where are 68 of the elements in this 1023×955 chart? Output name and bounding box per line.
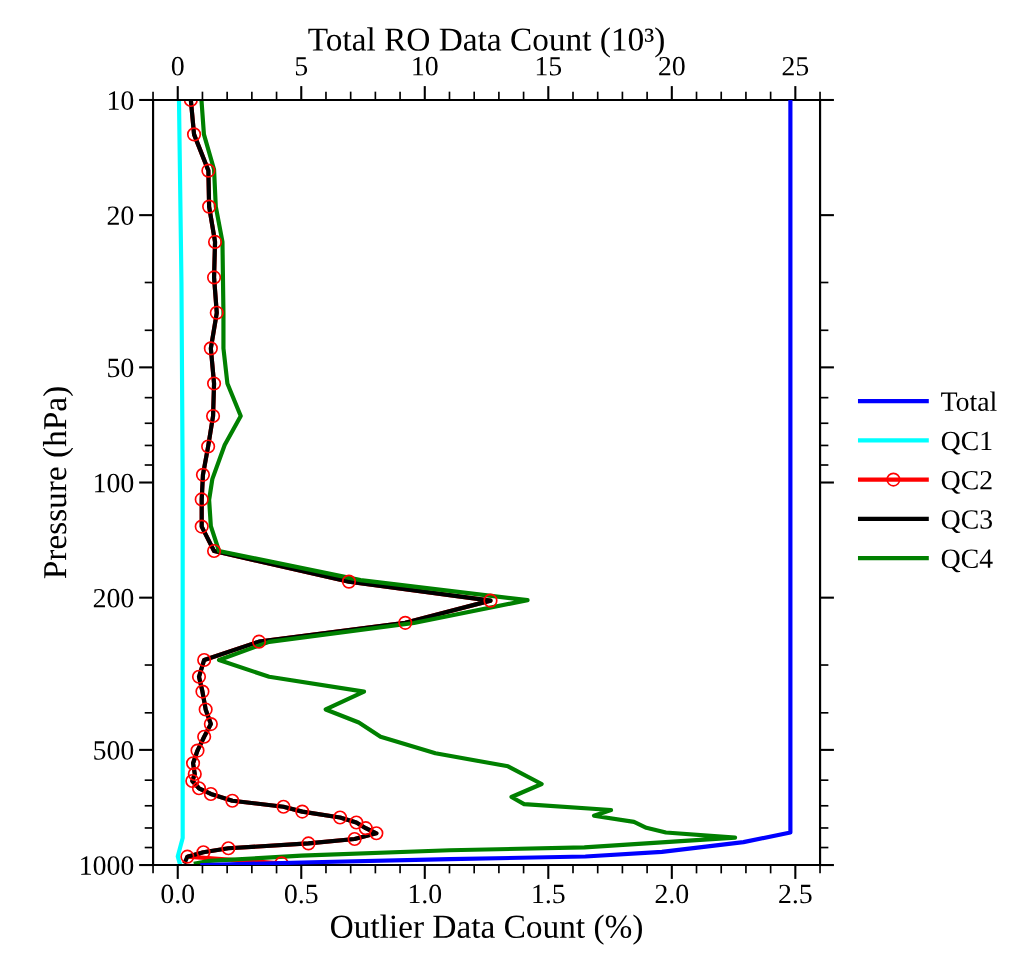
x-tick-label: 2.0	[655, 884, 689, 904]
y-tick-label: 20	[107, 206, 134, 226]
point	[180, 849, 195, 864]
point	[201, 439, 216, 454]
point	[198, 702, 213, 717]
point	[276, 799, 291, 814]
point	[209, 305, 224, 320]
point	[207, 234, 223, 250]
point	[225, 793, 240, 808]
y-tick-label: 10	[108, 91, 134, 110]
x-tick-label: 0.5	[284, 884, 318, 904]
x2-tick-label: 20	[659, 56, 685, 76]
point	[197, 652, 212, 668]
point	[483, 593, 498, 608]
point	[196, 845, 211, 860]
point	[191, 669, 207, 684]
point	[203, 341, 218, 356]
point	[190, 743, 205, 758]
point	[251, 634, 267, 649]
point	[221, 841, 236, 856]
x-tick-label: 2.5	[779, 884, 812, 904]
y-tick-label: 1000	[81, 856, 134, 875]
legend-label: QC3	[941, 510, 992, 534]
point	[186, 127, 202, 142]
point	[201, 163, 216, 178]
point	[197, 729, 212, 744]
point	[185, 773, 200, 789]
x2-tick-label: 0	[171, 56, 184, 76]
point	[398, 615, 413, 630]
y-tick-label: 50	[108, 358, 134, 378]
legend-label: QC1	[941, 431, 992, 455]
point	[194, 492, 209, 507]
point	[206, 376, 222, 391]
point	[187, 766, 202, 782]
x-tick-label: 0.0	[161, 884, 195, 904]
point	[301, 836, 316, 851]
point	[202, 199, 217, 214]
point	[332, 810, 348, 825]
y-tick-label: 100	[95, 473, 134, 493]
point	[369, 826, 384, 841]
point	[341, 574, 357, 589]
point	[195, 684, 210, 699]
legend-label: QC2	[941, 470, 992, 494]
point	[349, 815, 364, 830]
y-tick-label: 200	[93, 588, 134, 608]
legend-label: Total	[941, 391, 997, 412]
x-tick-label: 1.5	[533, 884, 565, 904]
y-tick-label: 500	[94, 741, 134, 760]
point	[206, 543, 222, 559]
point	[203, 716, 218, 732]
point	[206, 270, 222, 285]
point	[194, 519, 209, 534]
point	[191, 781, 207, 796]
x2-tick-label: 15	[536, 56, 562, 76]
y-axis-title: Pressure (hPa)	[42, 387, 74, 579]
point	[185, 756, 201, 771]
point	[205, 408, 221, 424]
point	[203, 786, 218, 802]
point	[347, 831, 362, 847]
x2-tick-label: 10	[413, 56, 438, 76]
x2-tick-label: 5	[295, 57, 308, 76]
x-tick-label: 1.0	[409, 884, 442, 904]
x-axis-title: Outlier Data Count (%)	[331, 914, 642, 945]
legend-label: QC4	[941, 549, 993, 573]
x2-tick-label: 25	[782, 56, 809, 76]
point	[295, 804, 310, 819]
point	[195, 467, 211, 482]
point	[358, 821, 373, 836]
